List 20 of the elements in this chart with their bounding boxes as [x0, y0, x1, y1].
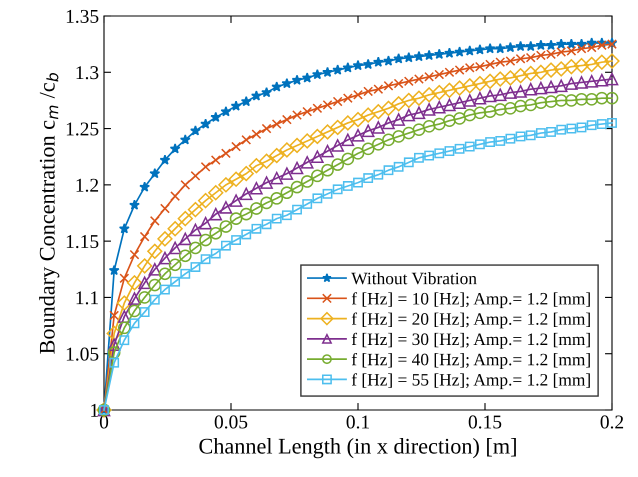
- legend-label: f [Hz] = 20 [Hz]; Amp.= 1.2 [mm]: [352, 312, 590, 328]
- y-tick-label: 1.05: [66, 348, 98, 361]
- y-tick-label: 1: [91, 404, 98, 417]
- x-tick-label: 0.2: [600, 415, 624, 429]
- x-axis-title: Channel Length (in x direction) [m]: [199, 438, 516, 458]
- y-tick-label: 1.3: [76, 66, 98, 80]
- y-tick-label: 1.1: [76, 291, 98, 304]
- y-tick-label: 1.35: [66, 10, 98, 24]
- y-tick-label: 1.25: [66, 122, 98, 136]
- y-tick-label: 1.2: [76, 178, 98, 192]
- legend-label: f [Hz] = 30 [Hz]; Amp.= 1.2 [mm]: [352, 332, 590, 349]
- legend-label: f [Hz] = 40 [Hz]; Amp.= 1.2 [mm]: [352, 352, 590, 369]
- legend-label: f [Hz] = 10 [Hz]; Amp.= 1.2 [mm]: [352, 292, 590, 308]
- legend-label: f [Hz] = 55 [Hz]; Amp.= 1.2 [mm]: [352, 373, 590, 390]
- x-tick-label: 0.15: [468, 415, 502, 429]
- x-tick-label: 0.1: [346, 415, 369, 429]
- y-tick-label: 1.15: [66, 235, 98, 248]
- legend-label: Without Vibration: [351, 272, 477, 284]
- y-axis-title: Boundary Concentration c$_{m}$ /c$_{b}$: [39, 73, 60, 354]
- x-tick-label: 0.05: [214, 415, 248, 429]
